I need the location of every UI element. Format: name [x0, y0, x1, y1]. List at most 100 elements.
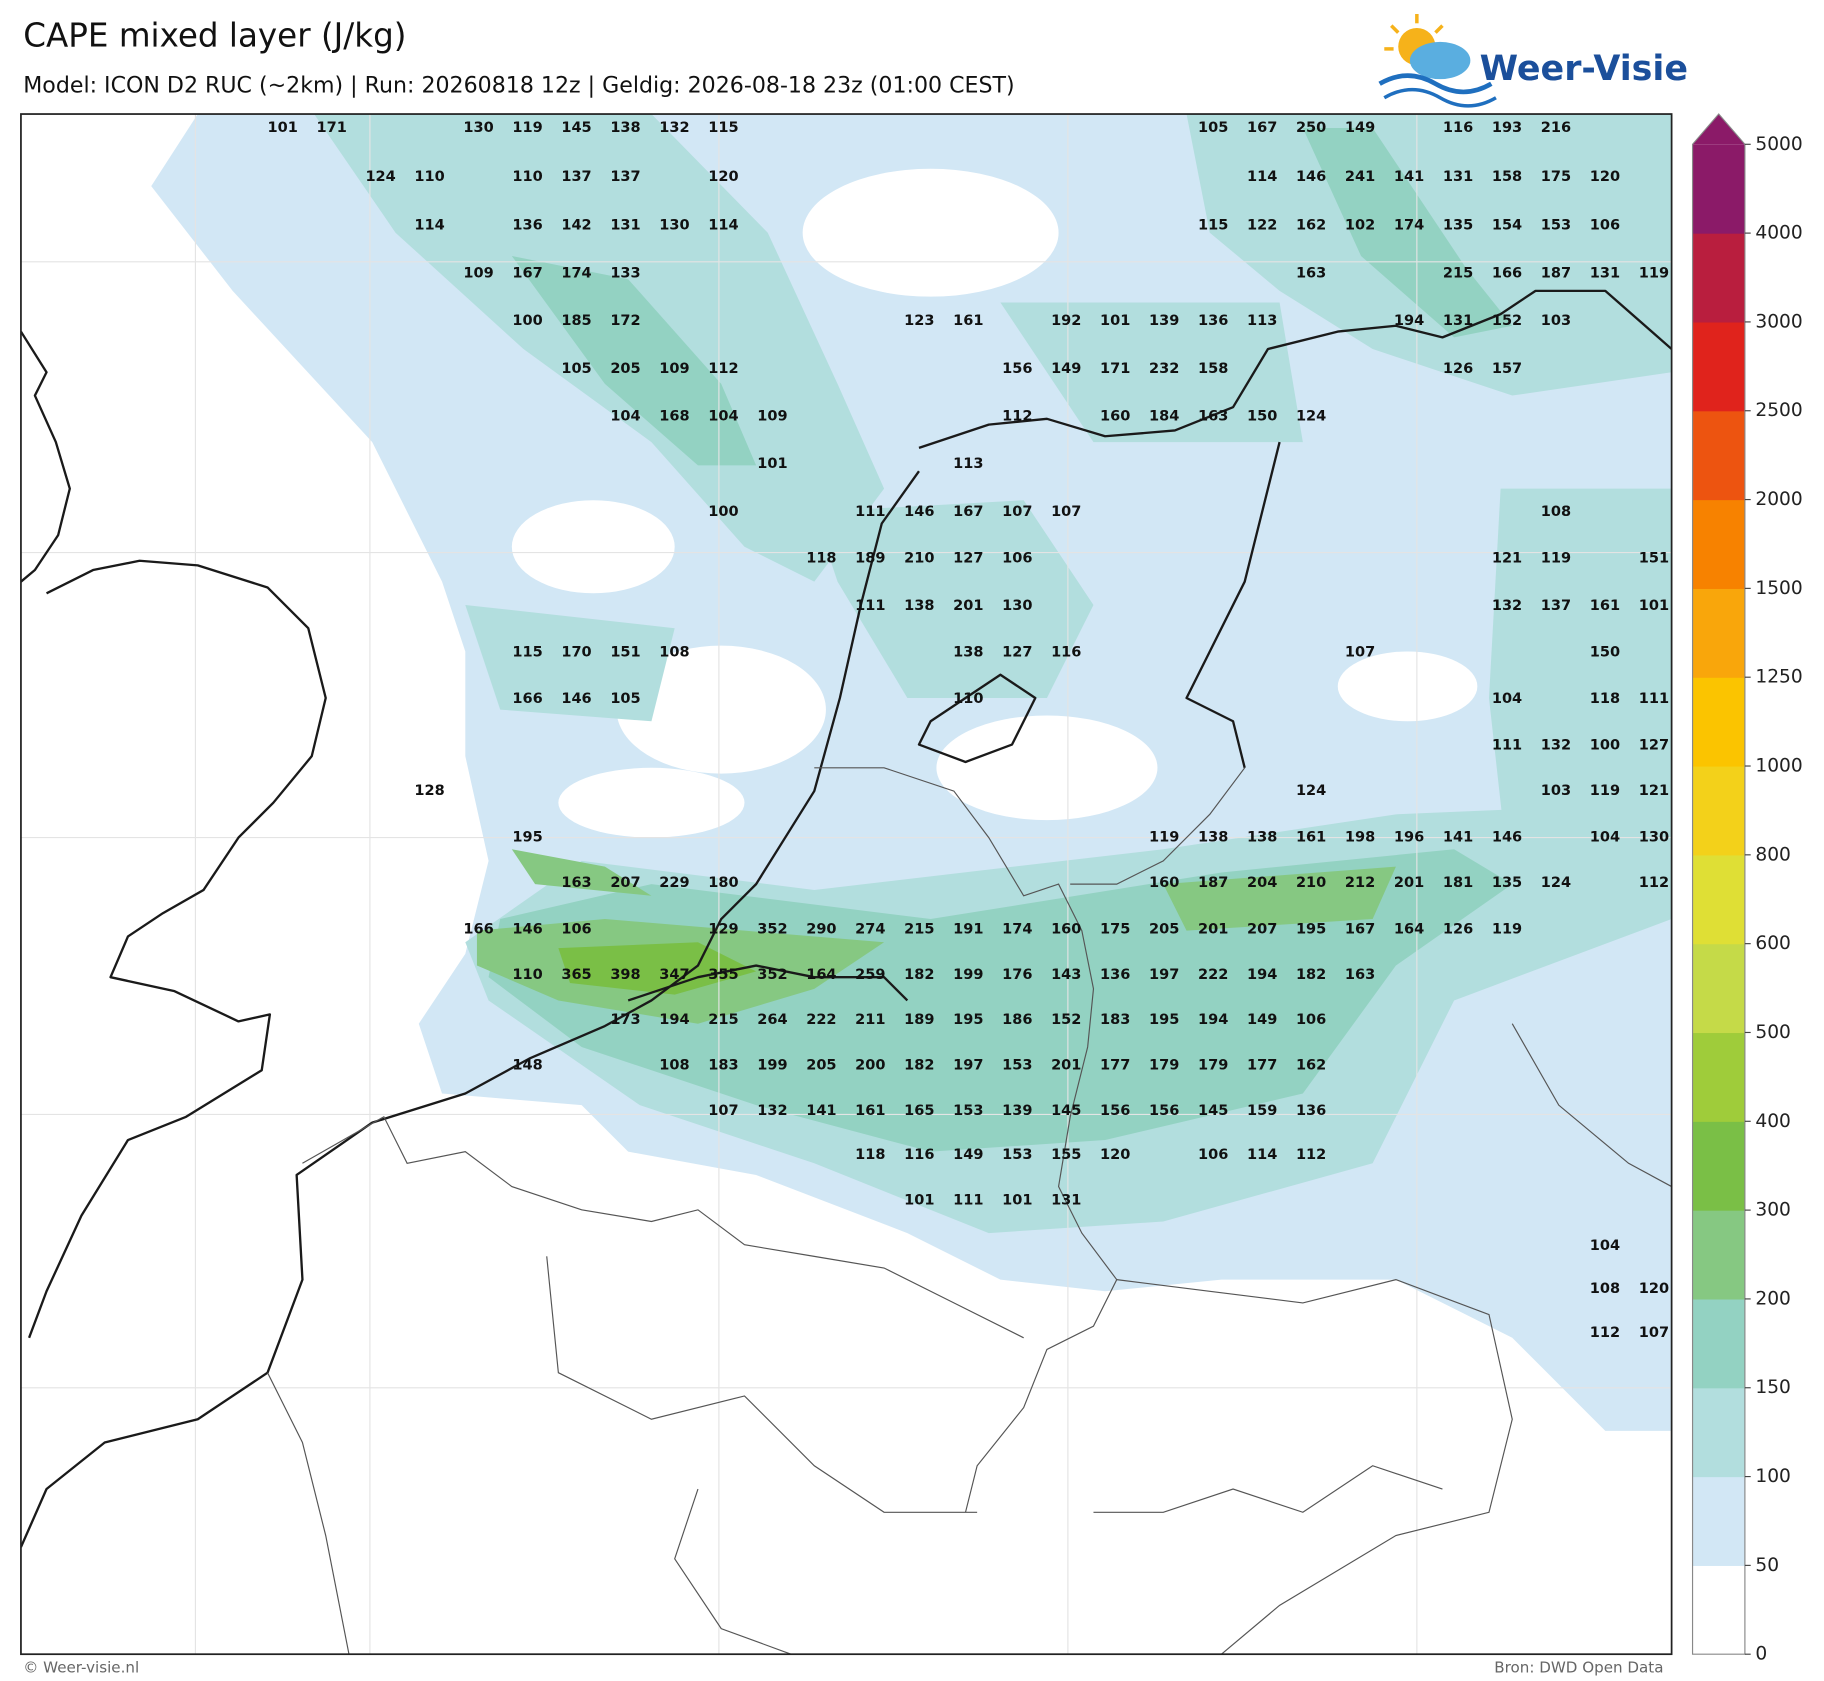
cape-value: 365 — [561, 967, 591, 983]
cape-value: 146 — [904, 504, 934, 520]
cape-value: 126 — [1443, 361, 1473, 377]
cape-value: 119 — [1590, 783, 1620, 799]
cape-area — [1163, 866, 1396, 931]
cape-value: 161 — [1590, 598, 1620, 614]
cape-value: 135 — [1443, 218, 1473, 234]
cape-value: 124 — [1541, 875, 1571, 891]
cape-area — [1000, 302, 1303, 443]
cape-value: 118 — [855, 1147, 885, 1163]
cape-value: 101 — [1002, 1193, 1032, 1209]
cape-value: 352 — [757, 921, 787, 937]
colorbar-segment — [1692, 410, 1745, 501]
cape-area — [511, 849, 652, 896]
cape-value: 201 — [1198, 921, 1228, 937]
cape-gap — [558, 767, 745, 838]
cape-value: 182 — [904, 967, 934, 983]
cape-value: 173 — [610, 1012, 640, 1028]
cape-value: 168 — [659, 408, 689, 424]
cape-value: 145 — [1051, 1103, 1081, 1119]
cape-value: 201 — [1051, 1058, 1081, 1074]
cape-value: 153 — [953, 1103, 983, 1119]
cape-value: 120 — [1639, 1281, 1669, 1297]
cape-value: 106 — [561, 921, 591, 937]
cape-value: 112 — [1639, 875, 1669, 891]
cape-value: 119 — [1639, 265, 1669, 281]
cape-value: 115 — [708, 120, 738, 136]
cape-value: 222 — [806, 1012, 836, 1028]
grid-lines — [20, 114, 1672, 1655]
cape-value: 110 — [414, 169, 444, 185]
cape-value: 210 — [1296, 875, 1326, 891]
cape-value: 192 — [1051, 313, 1081, 329]
cape-value: 179 — [1149, 1058, 1179, 1074]
colorbar-segment — [1692, 1298, 1745, 1389]
cape-value: 210 — [904, 550, 934, 566]
cape-value: 149 — [953, 1147, 983, 1163]
cape-value: 104 — [1492, 691, 1522, 707]
cape-value: 127 — [953, 550, 983, 566]
cape-area — [814, 500, 1094, 698]
cape-value: 105 — [561, 361, 591, 377]
cape-value: 146 — [1296, 169, 1326, 185]
cape-value: 274 — [855, 921, 885, 937]
cape-value: 109 — [659, 361, 689, 377]
cape-value: 115 — [512, 645, 542, 661]
cape-value: 163 — [561, 875, 591, 891]
cape-value: 112 — [1590, 1325, 1620, 1341]
cape-value: 187 — [1198, 875, 1228, 891]
cape-value: 182 — [904, 1058, 934, 1074]
cape-value: 162 — [1296, 1058, 1326, 1074]
cape-value: 114 — [708, 218, 738, 234]
colorbar-segment — [1692, 1565, 1745, 1655]
cape-value: 163 — [1345, 967, 1375, 983]
cape-value: 130 — [1002, 598, 1032, 614]
cape-value: 139 — [1002, 1103, 1032, 1119]
footer-source: Bron: DWD Open Data — [1494, 1659, 1663, 1677]
cape-value: 119 — [1149, 830, 1179, 846]
cape-value: 120 — [1100, 1147, 1130, 1163]
cape-value: 207 — [610, 875, 640, 891]
colorbar-outline — [1691, 113, 1746, 1655]
cape-value: 186 — [1002, 1012, 1032, 1028]
cape-value: 215 — [904, 921, 934, 937]
colorbar-tick-label: 100 — [1755, 1466, 1791, 1487]
cape-value: 166 — [512, 691, 542, 707]
colorbar-tick-label: 1500 — [1755, 578, 1802, 599]
cape-value: 171 — [316, 120, 346, 136]
cape-value: 146 — [561, 691, 591, 707]
colorbar-segment — [1692, 1210, 1745, 1300]
cape-value: 112 — [1296, 1147, 1326, 1163]
cape-value: 159 — [1247, 1103, 1277, 1119]
cape-value: 154 — [1492, 218, 1522, 234]
cape-value: 114 — [1247, 1147, 1277, 1163]
cape-value: 150 — [1590, 645, 1620, 661]
colorbar-segment — [1692, 499, 1745, 589]
colorbar-segment — [1692, 766, 1745, 856]
cape-value: 131 — [1443, 169, 1473, 185]
colorbar-segment — [1692, 321, 1745, 412]
cape-value: 160 — [1149, 875, 1179, 891]
colorbar-tick-label: 200 — [1755, 1288, 1791, 1309]
cape-value: 130 — [659, 218, 689, 234]
cape-value: 176 — [1002, 967, 1032, 983]
cape-value: 198 — [1345, 830, 1375, 846]
cape-value: 106 — [1590, 218, 1620, 234]
cape-value: 179 — [1198, 1058, 1228, 1074]
cape-value: 155 — [1051, 1147, 1081, 1163]
cape-value: 149 — [1345, 120, 1375, 136]
cape-value: 104 — [1590, 830, 1620, 846]
cape-value: 153 — [1002, 1058, 1032, 1074]
cape-value: 164 — [806, 967, 836, 983]
borders — [267, 767, 1672, 1655]
cape-value: 135 — [1492, 875, 1522, 891]
cape-value: 119 — [1541, 550, 1571, 566]
colorbar-segment — [1692, 1121, 1745, 1211]
cape-value: 141 — [1394, 169, 1424, 185]
cape-value: 131 — [1051, 1193, 1081, 1209]
cape-value: 149 — [1051, 361, 1081, 377]
cape-value: 161 — [1296, 830, 1326, 846]
cape-value: 104 — [1590, 1238, 1620, 1254]
cape-value: 111 — [1492, 738, 1522, 754]
cape-value: 104 — [610, 408, 640, 424]
cape-value: 167 — [1247, 120, 1277, 136]
